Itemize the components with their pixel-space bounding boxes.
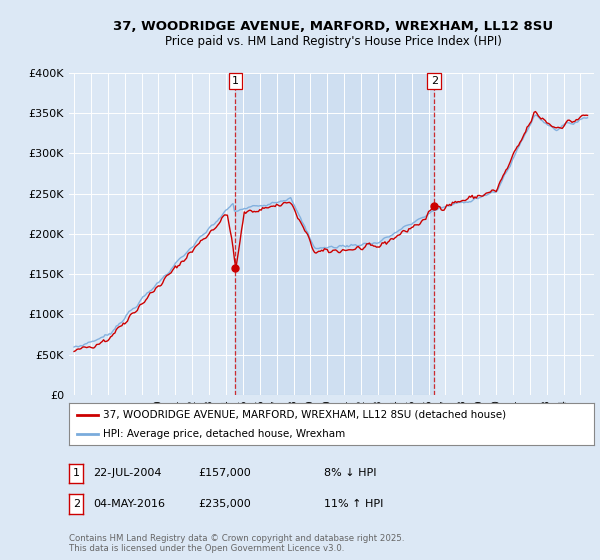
- Text: 1: 1: [232, 76, 239, 86]
- Text: 2: 2: [431, 76, 438, 86]
- Text: 11% ↑ HPI: 11% ↑ HPI: [324, 499, 383, 509]
- Text: 2: 2: [73, 499, 80, 509]
- Text: Contains HM Land Registry data © Crown copyright and database right 2025.
This d: Contains HM Land Registry data © Crown c…: [69, 534, 404, 553]
- Text: 8% ↓ HPI: 8% ↓ HPI: [324, 468, 377, 478]
- Text: 37, WOODRIDGE AVENUE, MARFORD, WREXHAM, LL12 8SU (detached house): 37, WOODRIDGE AVENUE, MARFORD, WREXHAM, …: [103, 409, 506, 419]
- Text: £157,000: £157,000: [198, 468, 251, 478]
- Text: 1: 1: [73, 468, 80, 478]
- Text: HPI: Average price, detached house, Wrexham: HPI: Average price, detached house, Wrex…: [103, 429, 346, 439]
- Text: 37, WOODRIDGE AVENUE, MARFORD, WREXHAM, LL12 8SU: 37, WOODRIDGE AVENUE, MARFORD, WREXHAM, …: [113, 20, 553, 32]
- Bar: [235, 73, 434, 395]
- Text: 04-MAY-2016: 04-MAY-2016: [93, 499, 165, 509]
- Text: £235,000: £235,000: [198, 499, 251, 509]
- Text: 22-JUL-2004: 22-JUL-2004: [93, 468, 161, 478]
- Text: Price paid vs. HM Land Registry's House Price Index (HPI): Price paid vs. HM Land Registry's House …: [164, 35, 502, 48]
